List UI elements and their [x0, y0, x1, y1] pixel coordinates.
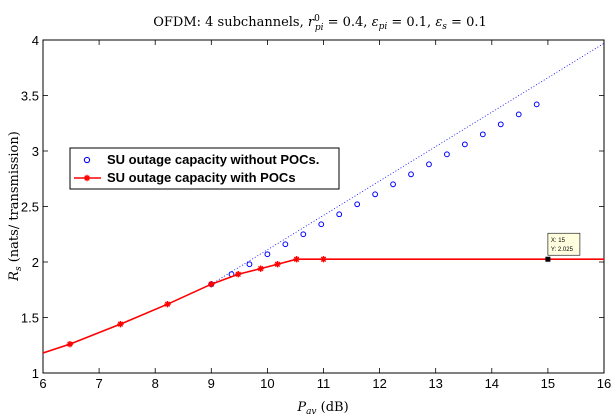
- x-tick-label: 10: [260, 376, 274, 391]
- datatip-box: [547, 232, 581, 256]
- data-point-with-pocs-shape: [320, 256, 327, 263]
- plot-area: [42, 39, 605, 374]
- data-point-without-pocs: [515, 111, 522, 118]
- series-markers-with-pocs: [66, 256, 327, 348]
- data-point-with-pocs: [235, 271, 242, 278]
- x-tick-label: 8: [152, 376, 159, 391]
- x-tick-label: 13: [428, 376, 442, 391]
- data-point-without-pocs: [318, 221, 325, 228]
- legend-label-with-pocs: SU outage capacity with POCs: [107, 170, 296, 185]
- data-point-without-pocs: [390, 181, 396, 188]
- y-tick-label: 3: [32, 144, 39, 159]
- data-point-with-pocs-shape: [257, 265, 264, 272]
- legend-box: [69, 147, 340, 190]
- axis-ticks: [42, 39, 605, 374]
- data-point-with-pocs-shape: [164, 300, 171, 308]
- data-point-with-pocs: [293, 256, 300, 263]
- data-point-with-pocs: [208, 281, 215, 288]
- data-point-with-pocs-shape: [117, 320, 124, 328]
- data-point-without-pocs: [497, 121, 504, 128]
- axis-tick-labels: 6 7 8 9 10 11 12 13 14 15 16 1 1.5 2 2.5 3 3.5 4: [21, 33, 611, 391]
- data-point-without-pocs: [408, 171, 414, 178]
- x-tick-label: 7: [95, 376, 102, 391]
- data-point-without-pocs: [533, 101, 540, 108]
- legend-star-shape: [83, 174, 91, 182]
- legend-star: [83, 174, 91, 182]
- data-point-with-pocs-shape: [66, 340, 74, 348]
- data-point-with-pocs: [320, 256, 327, 263]
- data-point-without-pocs: [426, 161, 432, 168]
- data-point-with-pocs: [257, 265, 264, 272]
- legend: SU outage capacity without POCs. SU outa…: [69, 147, 340, 190]
- legend-marker-with-pocs: [83, 174, 91, 182]
- data-point-without-pocs: [282, 241, 289, 248]
- y-tick-label: 3.5: [21, 89, 39, 104]
- data-point-with-pocs-shape: [274, 261, 281, 268]
- data-point-without-pocs: [264, 251, 271, 258]
- data-point-without-pocs: [246, 261, 253, 268]
- data-point-without-pocs: [372, 191, 379, 198]
- x-tick-label: 14: [485, 376, 499, 391]
- y-tick-label: 2: [32, 255, 39, 270]
- x-tick-label: 12: [372, 376, 386, 391]
- y-axis-label: Rs (nats/ transmission): [7, 131, 24, 282]
- x-axis-label: Pav (dB): [296, 400, 348, 417]
- data-point-with-pocs: [117, 320, 124, 328]
- datatip-x-value: X: 15: [551, 238, 566, 244]
- data-point-without-pocs: [444, 151, 450, 158]
- data-point-with-pocs-shape: [293, 256, 300, 263]
- x-tick-label: 9: [208, 376, 215, 391]
- y-tick-label: 1.5: [21, 311, 39, 326]
- data-point-without-pocs: [336, 211, 343, 218]
- legend-marker-without-pocs: [83, 156, 91, 164]
- data-point-without-pocs: [461, 141, 468, 148]
- data-point-without-pocs: [354, 201, 361, 208]
- chart-title: OFDM: 4 subchannels, r0 pi = 0.4, εpi = 0…: [153, 14, 487, 33]
- data-point-with-pocs: [66, 340, 74, 348]
- y-tick-label: 2.5: [21, 200, 39, 215]
- data-point-with-pocs: [274, 261, 281, 268]
- x-tick-label: 6: [39, 376, 46, 391]
- legend-label-without-pocs: SU outage capacity without POCs.: [107, 152, 319, 167]
- y-tick-label: 1: [32, 366, 39, 381]
- data-point-with-pocs-shape: [208, 281, 215, 288]
- data-point-with-pocs-shape: [235, 271, 242, 278]
- y-tick-label: 4: [32, 33, 39, 48]
- data-point-with-pocs: [164, 300, 171, 308]
- datatip-y-value: Y: 2.025: [551, 247, 574, 253]
- x-tick-label: 11: [317, 376, 331, 391]
- x-tick-label: 16: [597, 376, 611, 391]
- data-point-without-pocs: [300, 231, 307, 238]
- datatip-point: [545, 256, 551, 262]
- data-point-without-pocs: [479, 131, 486, 138]
- x-tick-label: 15: [541, 376, 555, 391]
- datatip[interactable]: X: 15 Y: 2.025: [545, 232, 581, 262]
